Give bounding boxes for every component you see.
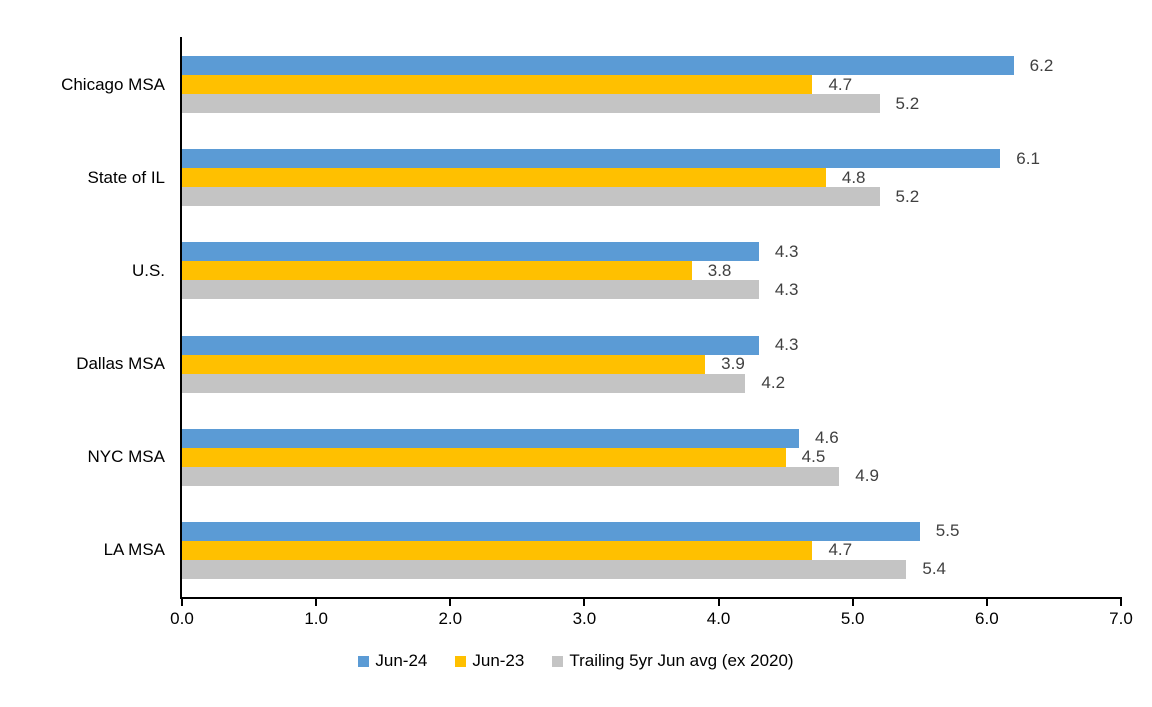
- y-axis-line: [180, 37, 182, 599]
- bar: [182, 447, 786, 467]
- bar-value-label: 4.3: [774, 335, 799, 355]
- bar: [182, 149, 1001, 169]
- x-tick-label: 7.0: [1109, 609, 1133, 628]
- x-tick-label: 3.0: [572, 609, 597, 628]
- legend-item: Jun-23: [455, 651, 524, 671]
- bar-value-label: 4.3: [774, 241, 799, 261]
- x-tick-mark: [1120, 599, 1122, 606]
- bar: [182, 168, 826, 188]
- bar: [182, 335, 759, 355]
- bar: [182, 75, 813, 95]
- category-label: State of IL: [87, 167, 166, 187]
- bar: [182, 521, 920, 541]
- bar-value-label: 4.7: [828, 540, 853, 560]
- legend-label: Jun-24: [375, 651, 428, 670]
- category-label: NYC MSA: [87, 447, 165, 467]
- bar-value-label: 5.4: [922, 559, 946, 579]
- x-tick-mark: [449, 599, 452, 606]
- bar: [182, 56, 1014, 76]
- legend-label: Jun-23: [472, 651, 525, 670]
- legend-item: Jun-24: [358, 651, 427, 671]
- category-label: Dallas MSA: [76, 354, 165, 374]
- bar-value-label: 6.1: [1016, 148, 1040, 168]
- bar: [182, 354, 706, 374]
- bar: [182, 373, 746, 393]
- x-tick-label: 1.0: [304, 609, 328, 628]
- x-tick-mark: [851, 599, 854, 606]
- bar: [182, 428, 800, 448]
- bar-value-label: 5.2: [895, 93, 920, 113]
- bar-value-label: 3.8: [707, 260, 732, 280]
- category-label: Chicago MSA: [61, 74, 165, 94]
- legend-swatch-yellow: [455, 655, 467, 667]
- legend-label: Trailing 5yr Jun avg (ex 2020): [569, 651, 794, 670]
- bar: [182, 242, 759, 262]
- bar: [182, 540, 813, 560]
- bar: [182, 187, 880, 207]
- bar-value-label: 4.5: [801, 447, 826, 467]
- bar-value-label: 3.9: [721, 354, 745, 374]
- bar: [182, 280, 759, 300]
- legend: Jun-24 Jun-23 Trailing 5yr Jun avg (ex 202…: [0, 651, 1152, 671]
- x-tick-mark: [985, 599, 988, 606]
- x-tick-label: 4.0: [706, 609, 731, 628]
- bar-value-label: 4.3: [774, 279, 799, 299]
- bar-value-label: 4.2: [761, 373, 786, 393]
- bar: [182, 559, 907, 579]
- bar-value-label: 4.9: [855, 466, 879, 486]
- x-tick-mark: [717, 599, 720, 606]
- x-tick-mark: [583, 599, 586, 606]
- x-tick-label: 5.0: [840, 609, 865, 628]
- x-tick-label: 6.0: [975, 609, 999, 628]
- bar: [182, 261, 692, 281]
- x-tick-mark: [181, 599, 183, 606]
- bar-value-label: 5.5: [935, 521, 960, 541]
- bar: [182, 94, 880, 114]
- x-tick-mark: [315, 599, 318, 606]
- category-label: U.S.: [131, 260, 165, 280]
- category-label: LA MSA: [103, 540, 165, 560]
- bar-value-label: 5.2: [895, 186, 920, 206]
- x-axis-line: [180, 597, 1122, 599]
- x-tick-label: 2.0: [438, 609, 463, 628]
- bar-value-label: 4.6: [815, 428, 839, 448]
- legend-item: Trailing 5yr Jun avg (ex 2020): [552, 651, 794, 671]
- bar: [182, 466, 840, 486]
- legend-swatch-gray: [552, 655, 564, 667]
- bar-value-label: 4.8: [841, 167, 866, 187]
- legend-swatch-blue: [358, 655, 370, 667]
- x-tick-label: 0.0: [170, 609, 194, 628]
- bar-value-label: 4.7: [828, 74, 853, 94]
- bar-value-label: 6.2: [1029, 55, 1054, 75]
